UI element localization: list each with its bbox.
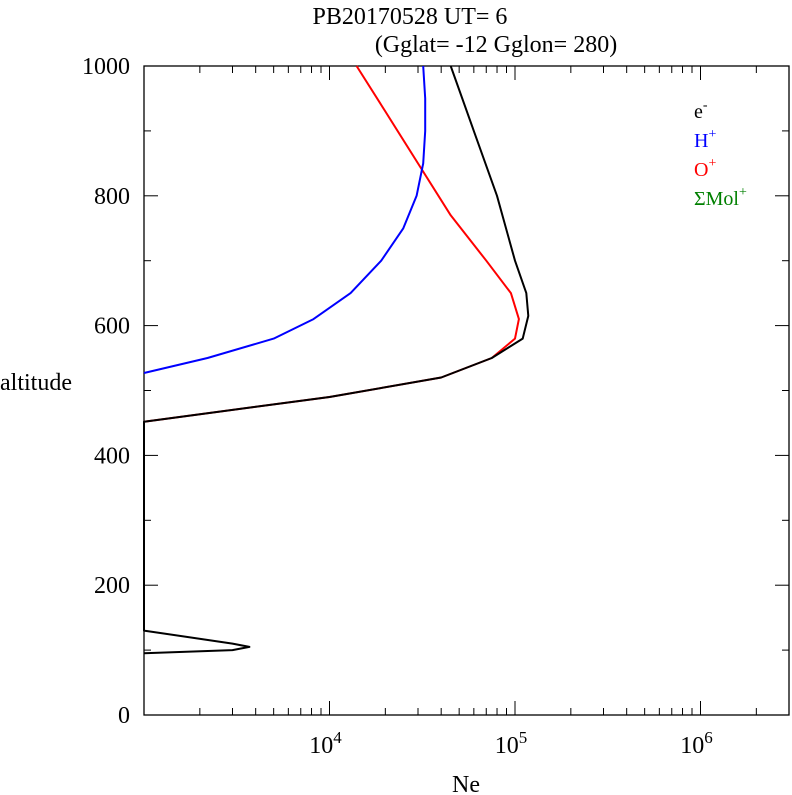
legend-entry-1: H+ <box>694 127 716 152</box>
legend-entry-0: e- <box>694 98 708 123</box>
x-tick-label: 105 <box>495 728 528 759</box>
y-tick-label: 400 <box>94 443 130 469</box>
x-tick-label: 104 <box>309 728 342 759</box>
chart-title-line1: PB20170528 UT= 6 <box>313 4 508 30</box>
legend-entry-2: O+ <box>694 156 716 181</box>
x-tick-label: 106 <box>680 728 713 759</box>
chart-title-line2: (Gglat= -12 Gglon= 280) <box>375 32 617 58</box>
x-axis-label: Ne <box>452 772 480 795</box>
series-line-0 <box>143 65 530 655</box>
y-axis-label: altitude <box>0 370 72 396</box>
y-tick-label: 0 <box>118 703 130 729</box>
y-tick-label: 1000 <box>82 54 130 80</box>
y-tick-label: 200 <box>94 573 130 599</box>
plot-frame <box>143 65 790 716</box>
y-tick-label: 800 <box>94 184 130 210</box>
y-tick-label: 600 <box>94 314 130 340</box>
series-line-1 <box>143 65 427 374</box>
legend-entry-3: ΣMol+ <box>694 185 747 210</box>
